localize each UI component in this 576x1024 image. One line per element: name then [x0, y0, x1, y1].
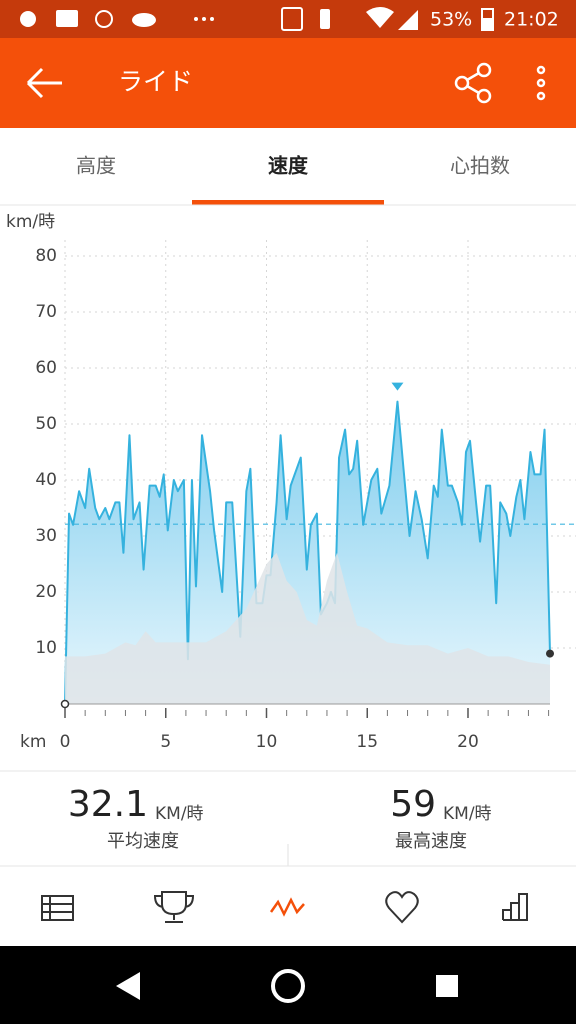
- elevation-area: [65, 552, 550, 704]
- y-tick-label: 50: [35, 414, 57, 434]
- nav-chart[interactable]: [269, 897, 305, 917]
- stat-label: 最高速度: [395, 831, 467, 852]
- tab[interactable]: 速度: [268, 154, 309, 178]
- nav-trophy[interactable]: [153, 891, 195, 923]
- x-tick-label: 0: [60, 732, 71, 752]
- app-bar: [0, 38, 576, 128]
- nav-list[interactable]: [41, 895, 74, 921]
- end-point: [546, 649, 554, 658]
- stat-value: 32.1: [68, 784, 148, 825]
- y-tick-label: 10: [35, 638, 57, 658]
- app-title: ライド: [118, 67, 193, 96]
- stat-label: 平均速度: [107, 831, 179, 852]
- x-tick-label: 10: [256, 732, 278, 752]
- share-button[interactable]: [454, 62, 492, 104]
- stat-unit: KM/時: [155, 804, 204, 824]
- chart: km/時 km 10 20 30 40 50 60 70 80 0 5 10 15 20: [6, 212, 576, 752]
- tab[interactable]: 高度: [76, 154, 116, 178]
- y-tick-label: 30: [35, 526, 57, 546]
- y-tick-label: 20: [35, 582, 57, 602]
- back-button[interactable]: [26, 67, 62, 99]
- stat-unit: KM/時: [443, 804, 492, 824]
- bottom-nav: [41, 891, 528, 924]
- nav-heart[interactable]: [385, 891, 419, 924]
- stat-value: 59: [390, 784, 436, 825]
- x-tick-label: 5: [160, 732, 171, 752]
- tab-indicator: [192, 200, 384, 205]
- x-tick-label: 20: [457, 732, 479, 752]
- tab[interactable]: 心拍数: [450, 154, 510, 178]
- tabs: 高度 速度 心拍数: [76, 154, 510, 205]
- system-home[interactable]: [271, 969, 305, 1003]
- y-tick-label: 80: [35, 246, 57, 266]
- y-tick-label: 70: [35, 302, 57, 322]
- y-tick-label: 60: [35, 358, 57, 378]
- y-tick-label: 40: [35, 470, 57, 490]
- system-nav: [0, 946, 576, 1024]
- max-marker: [391, 382, 404, 391]
- x-axis-label: km: [20, 732, 46, 752]
- speed-line: [64, 400, 551, 705]
- system-recent[interactable]: [436, 975, 458, 997]
- status-icons: [20, 7, 494, 31]
- clock: 21:02: [504, 9, 559, 31]
- nav-stats[interactable]: [502, 893, 528, 921]
- menu-button[interactable]: [536, 65, 546, 101]
- start-point: [60, 699, 70, 709]
- x-tick-label: 15: [356, 732, 378, 752]
- y-axis-label: km/時: [6, 212, 55, 232]
- battery-text: 53%: [430, 9, 472, 31]
- system-back[interactable]: [116, 972, 140, 1000]
